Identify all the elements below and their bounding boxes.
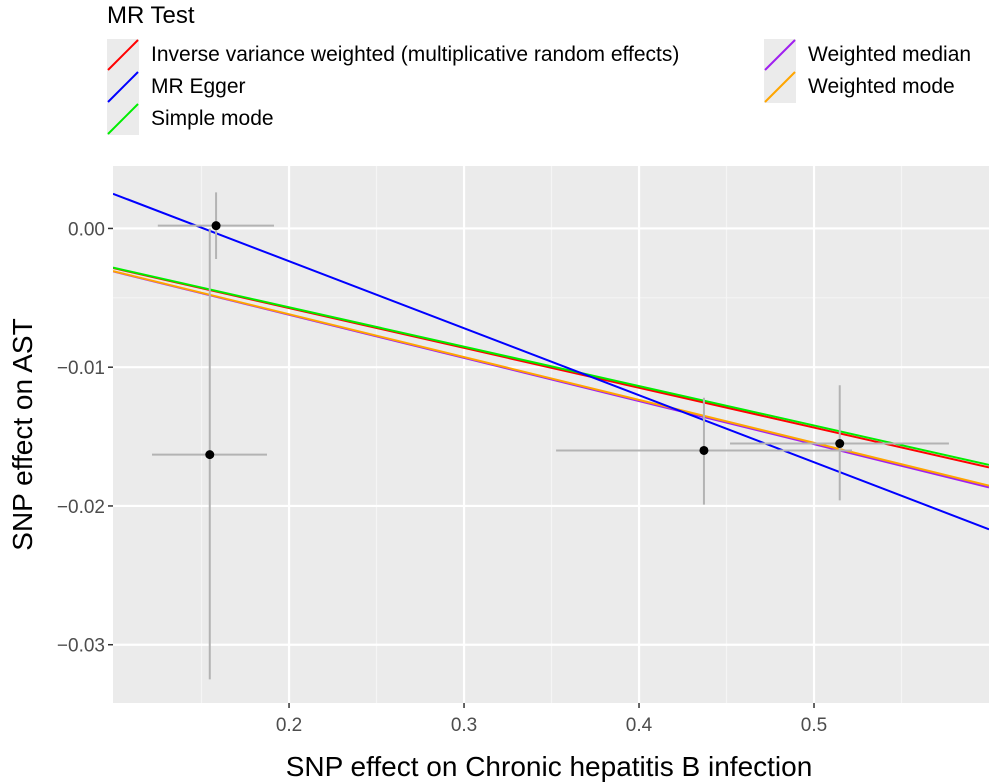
data-point xyxy=(835,439,845,449)
data-point xyxy=(205,450,215,460)
data-point xyxy=(211,221,221,231)
legend-key-simple-mode xyxy=(107,103,139,135)
legend-item-weighted-median: Weighted median xyxy=(764,39,971,71)
x-tick-label: 0.4 xyxy=(626,715,653,736)
legend-line-weighted-median xyxy=(764,39,796,71)
x-tick-label: 0.3 xyxy=(451,715,477,736)
data-point xyxy=(699,445,709,455)
y-tick-label: −0.02 xyxy=(57,497,105,518)
x-axis-ticks: 0.2 0.3 0.4 0.5 xyxy=(276,703,827,736)
y-axis-ticks: 0.00 −0.01 −0.02 −0.03 xyxy=(57,219,113,657)
x-tick-label: 0.2 xyxy=(276,715,302,736)
x-tick-label: 0.5 xyxy=(801,715,827,736)
legend-key-mr-egger xyxy=(107,71,139,103)
regression-line-simple-mode xyxy=(113,266,989,466)
legend-item-simple-mode: Simple mode xyxy=(107,103,274,135)
legend-line-weighted-mode xyxy=(764,71,796,103)
y-axis-title: SNP effect on AST xyxy=(7,318,38,550)
legend-line-mr-egger xyxy=(107,71,139,103)
legend-label-mr-egger: MR Egger xyxy=(151,75,246,98)
legend-line-simple-mode xyxy=(107,103,139,135)
data-points xyxy=(205,221,845,460)
legend-item-ivw: Inverse variance weighted (multiplicativ… xyxy=(107,39,679,71)
regression-line-mr-egger xyxy=(113,192,989,531)
y-tick-label: −0.01 xyxy=(57,358,105,379)
legend-key-weighted-median xyxy=(764,39,796,71)
legend-label-weighted-mode: Weighted mode xyxy=(808,75,955,98)
x-axis-title: SNP effect on Chronic hepatitis B infect… xyxy=(286,751,813,782)
y-tick-label: −0.03 xyxy=(57,636,105,657)
legend-key-weighted-mode xyxy=(764,71,796,103)
legend-item-weighted-mode: Weighted mode xyxy=(764,71,955,103)
y-tick-label: 0.00 xyxy=(68,219,105,240)
legend-line-ivw xyxy=(107,39,139,71)
legend-item-mr-egger: MR Egger xyxy=(107,71,246,103)
legend-label-weighted-median: Weighted median xyxy=(808,43,972,66)
legend-label-simple-mode: Simple mode xyxy=(151,107,274,130)
grid-minor xyxy=(113,166,989,703)
legend-label-ivw: Inverse variance weighted (multiplicativ… xyxy=(151,43,680,66)
legend-title: MR Test xyxy=(107,2,195,29)
legend-key-ivw xyxy=(107,39,139,71)
